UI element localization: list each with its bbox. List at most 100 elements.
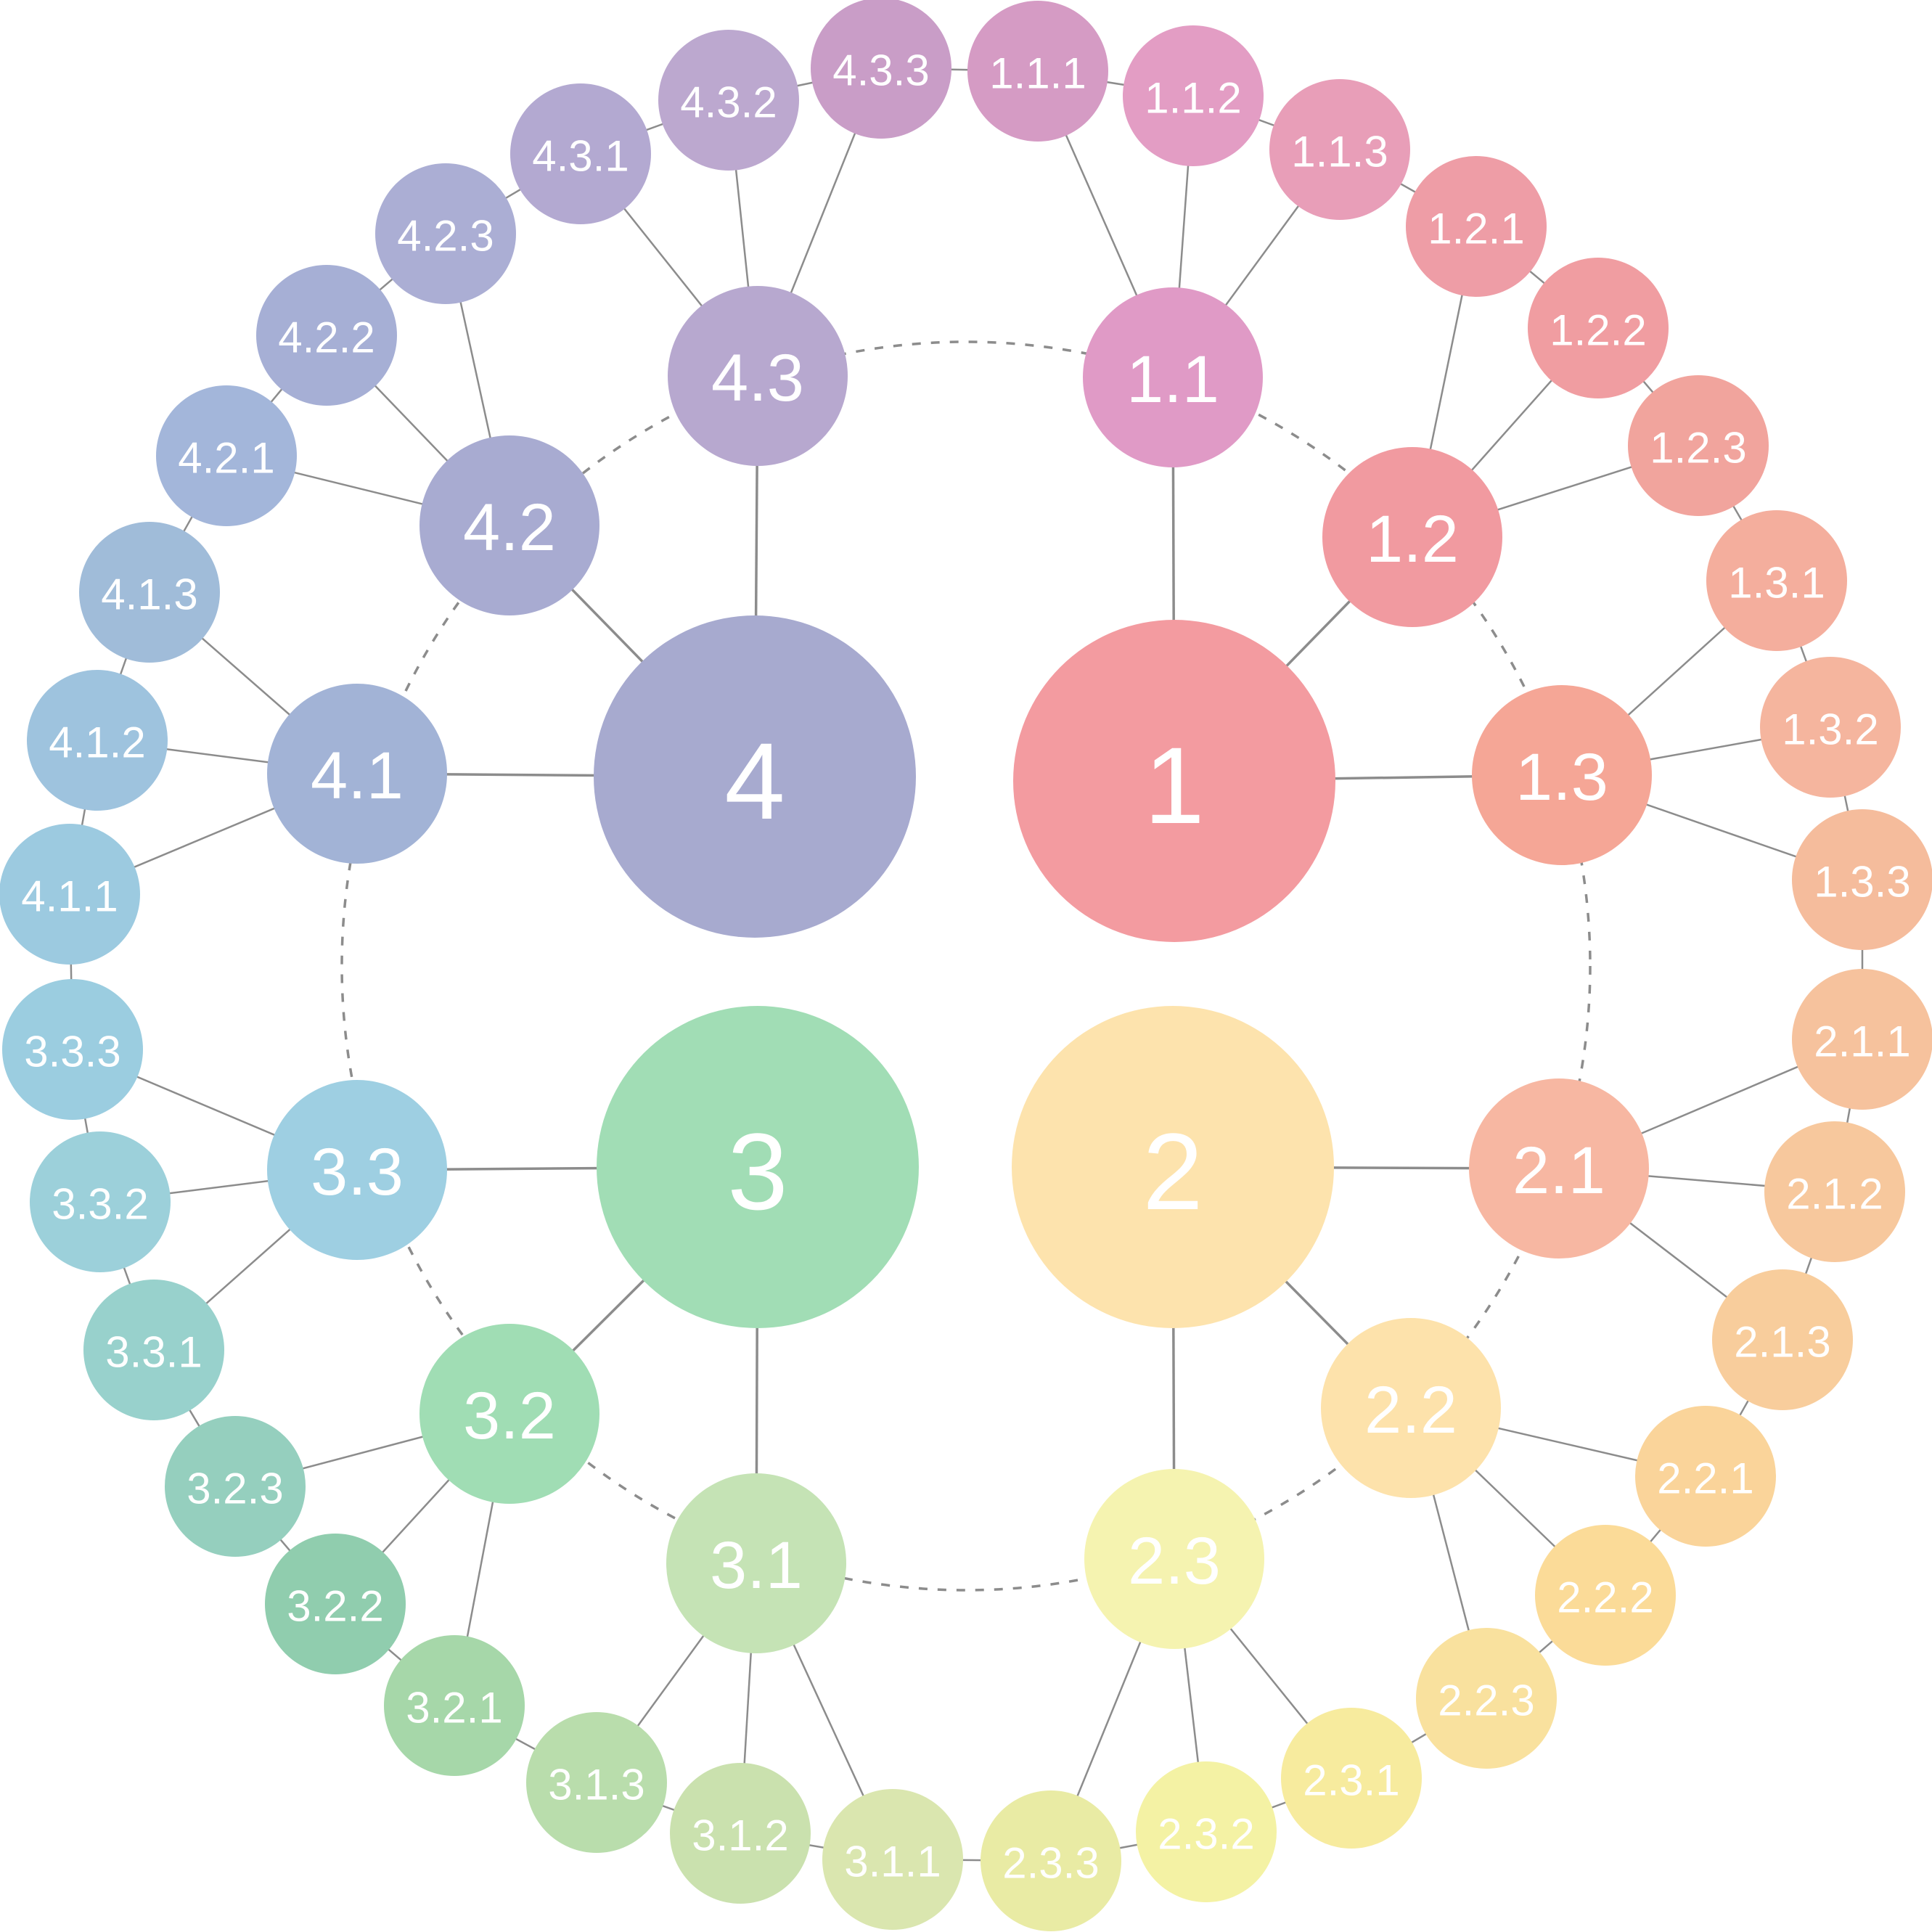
node-4-1-3: 4.1.3 — [79, 522, 220, 663]
node-circle-1-1-1 — [967, 1, 1108, 142]
node-circle-3-3-1 — [83, 1280, 224, 1420]
node-label-3-1-2: 3.1.2 — [692, 1812, 788, 1860]
node-1-1-3: 1.1.3 — [1269, 79, 1410, 220]
node-label-4-3-2: 4.3.2 — [680, 78, 777, 127]
node-label-3-1-1: 3.1.1 — [844, 1838, 941, 1886]
node-1-1: 1.1 — [1083, 287, 1263, 467]
node-label-4-2-2: 4.2.2 — [278, 314, 374, 362]
node-label-2-3: 2.3 — [1128, 1524, 1221, 1598]
node-label-2-1-1: 2.1.1 — [1814, 1018, 1910, 1066]
node-label-4-1: 4.1 — [311, 739, 404, 813]
node-4-2-1: 4.2.1 — [156, 385, 297, 526]
node-label-2-2-1: 2.2.1 — [1657, 1454, 1753, 1503]
node-label-3-3: 3.3 — [311, 1135, 404, 1209]
node-label-2-2-3: 2.2.3 — [1438, 1677, 1534, 1725]
node-label-3-1: 3.1 — [710, 1528, 803, 1603]
node-label-2-2-2: 2.2.2 — [1557, 1573, 1653, 1622]
node-circle-2-2 — [1321, 1318, 1501, 1498]
dashed-ring — [340, 340, 1592, 1592]
node-2-3: 2.3 — [1084, 1469, 1264, 1649]
node-circle-2 — [1012, 1006, 1334, 1328]
node-label-4: 4 — [724, 720, 785, 842]
node-circle-3-1-2 — [670, 1763, 811, 1904]
node-4-3-2: 4.3.2 — [658, 30, 799, 171]
node-circle-1-3-3 — [1792, 809, 1932, 950]
node-2-1: 2.1 — [1469, 1078, 1649, 1258]
node-circle-2-3-2 — [1136, 1761, 1277, 1902]
node-label-3-1-3: 3.1.3 — [548, 1761, 644, 1809]
node-circle-3-3 — [267, 1080, 447, 1260]
node-label-2-2: 2.2 — [1364, 1373, 1457, 1447]
node-label-4-2-3: 4.2.3 — [397, 212, 494, 261]
node-label-2-3-1: 2.3.1 — [1303, 1756, 1399, 1805]
node-circle-1-2 — [1322, 447, 1502, 627]
node-2-1-1: 2.1.1 — [1792, 969, 1932, 1110]
node-circle-4-2 — [419, 435, 599, 615]
node-1-3-2: 1.3.2 — [1760, 657, 1901, 798]
node-label-1-1-3: 1.1.3 — [1291, 128, 1388, 176]
node-4-3-1: 4.3.1 — [510, 83, 651, 224]
node-2-3-3: 2.3.3 — [981, 1790, 1121, 1931]
node-label-1-2-2: 1.2.2 — [1550, 306, 1646, 355]
node-circle-3-1-3 — [526, 1712, 667, 1853]
node-label-2-1-2: 2.1.2 — [1786, 1170, 1883, 1219]
node-2: 2 — [1012, 1006, 1334, 1328]
node-label-4-2-1: 4.2.1 — [178, 434, 274, 483]
node-label-2-3-3: 2.3.3 — [1002, 1839, 1099, 1888]
node-label-1-1: 1.1 — [1126, 343, 1219, 417]
node-label-3-3-1: 3.3.1 — [105, 1328, 202, 1377]
node-3-1-2: 3.1.2 — [670, 1763, 811, 1904]
node-circle-3-3-2 — [30, 1131, 171, 1272]
node-circle-1-2-2 — [1528, 258, 1669, 398]
node-circle-2-2-2 — [1535, 1525, 1676, 1666]
node-label-1-1-1: 1.1.1 — [989, 49, 1086, 98]
node-4-3-3: 4.3.3 — [811, 0, 951, 139]
node-label-1-3-1: 1.3.1 — [1728, 559, 1825, 607]
node-circle-3 — [597, 1006, 919, 1328]
node-circle-3-2 — [419, 1324, 599, 1504]
node-2-3-2: 2.3.2 — [1136, 1761, 1277, 1902]
node-label-4-3-1: 4.3.1 — [532, 132, 629, 181]
node-3-3-1: 3.3.1 — [83, 1280, 224, 1420]
dashed-ring-layer — [340, 340, 1592, 1592]
node-3-2-2: 3.2.2 — [265, 1534, 406, 1674]
node-circle-1-3 — [1472, 685, 1652, 865]
node-circle-1-2-3 — [1628, 375, 1769, 516]
node-1-3: 1.3 — [1472, 685, 1652, 865]
node-3-3: 3.3 — [267, 1080, 447, 1260]
node-circle-2-3 — [1084, 1469, 1264, 1649]
node-3-1-3: 3.1.3 — [526, 1712, 667, 1853]
node-circle-4-3-2 — [658, 30, 799, 171]
node-circle-3-1 — [666, 1473, 846, 1653]
node-1: 1 — [1013, 620, 1335, 942]
node-circle-2-1-2 — [1764, 1121, 1905, 1262]
node-3-1-1: 3.1.1 — [822, 1789, 963, 1930]
node-circle-1-1-2 — [1123, 25, 1264, 166]
node-circle-1-3-2 — [1760, 657, 1901, 798]
node-3: 3 — [597, 1006, 919, 1328]
node-2-1-3: 2.1.3 — [1712, 1269, 1853, 1410]
node-circle-3-2-3 — [165, 1416, 306, 1557]
node-1-1-1: 1.1.1 — [967, 1, 1108, 142]
node-label-1-2: 1.2 — [1366, 502, 1459, 576]
node-4: 4 — [594, 615, 916, 938]
node-label-3-2: 3.2 — [463, 1379, 556, 1453]
node-circle-2-2-3 — [1416, 1628, 1557, 1769]
node-circle-2-1-1 — [1792, 969, 1932, 1110]
node-3-2-3: 3.2.3 — [165, 1416, 306, 1557]
node-label-4-3: 4.3 — [711, 341, 804, 415]
node-circle-3-1-1 — [822, 1789, 963, 1930]
node-circle-2-3-1 — [1281, 1708, 1422, 1849]
node-label-1-3-3: 1.3.3 — [1814, 858, 1910, 906]
node-1-2: 1.2 — [1322, 447, 1502, 627]
node-1-3-1: 1.3.1 — [1706, 510, 1847, 651]
node-circle-4-2-1 — [156, 385, 297, 526]
node-label-4-3-3: 4.3.3 — [832, 46, 929, 95]
node-label-1-1-2: 1.1.2 — [1145, 74, 1241, 123]
node-circle-1 — [1013, 620, 1335, 942]
node-circle-2-1-3 — [1712, 1269, 1853, 1410]
node-label-3-2-3: 3.2.3 — [187, 1465, 283, 1513]
node-label-3-3-3: 3.3.3 — [24, 1028, 120, 1076]
node-4-1-2: 4.1.2 — [27, 670, 168, 811]
